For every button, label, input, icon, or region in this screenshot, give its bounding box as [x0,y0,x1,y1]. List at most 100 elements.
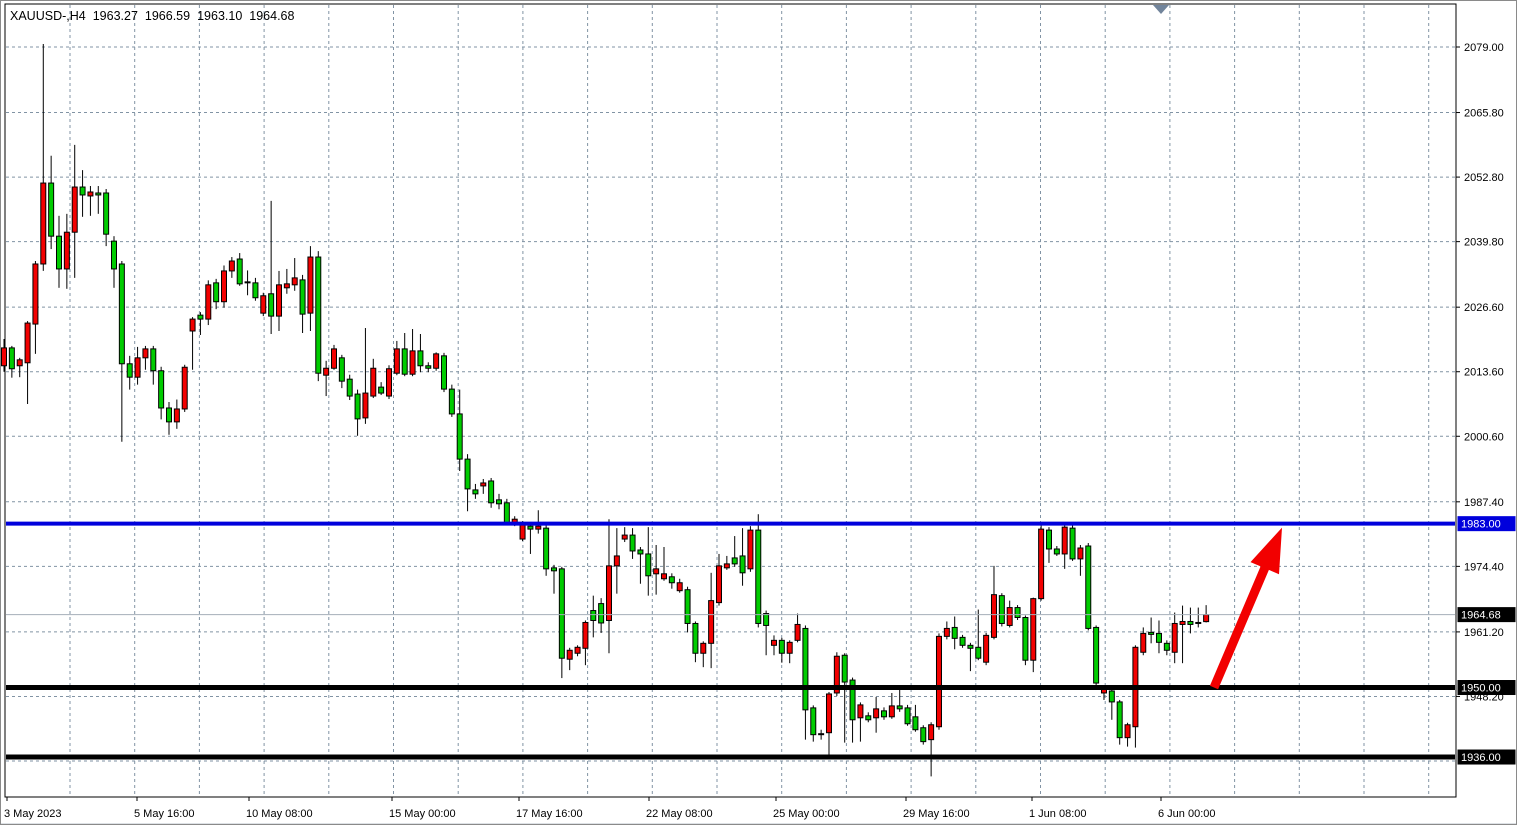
candle-body [959,636,966,646]
candle-body [1030,598,1037,661]
price-tick-label: 2026.60 [1464,302,1504,314]
candle-body [283,283,290,289]
candle-body [205,284,212,320]
candle-body [503,502,510,524]
candle-body [653,568,660,575]
candle-body [330,348,337,369]
candle-body [558,568,565,659]
candle-body [472,489,479,495]
price-tick-label: 1974.40 [1464,561,1504,573]
candle-body [825,693,832,734]
candle-body [857,704,864,719]
price-tick-label: 1961.20 [1464,627,1504,639]
price-badge-1950.00 [1457,680,1516,696]
candle-body [495,499,502,505]
candle-body [236,258,243,285]
candle-body [1093,626,1100,684]
candles [1,44,1210,777]
candle-body [1124,724,1131,739]
candle-body [951,626,958,639]
candle-body [315,256,322,374]
candle-body [307,256,314,314]
candle-body [48,182,55,237]
candle-body [928,724,935,741]
time-axis-label: 17 May 16:00 [516,808,583,820]
price-tick-label: 2079.00 [1464,42,1504,54]
candle-body [818,733,825,736]
candle-body [637,549,644,555]
candle-body [990,594,997,638]
candle-body [708,600,715,644]
candle-body [896,705,903,710]
candle-body [228,260,235,272]
window-sill [1,823,1516,824]
candle-body [1163,642,1170,651]
candle-body [126,363,133,378]
candle-body [110,240,117,270]
candle-body [79,186,86,196]
candle-body [16,359,23,367]
candle-body [181,366,188,410]
candle-body [747,529,754,570]
candle-body [40,182,47,265]
candle-body [1045,529,1052,550]
candle-body [590,610,597,621]
candle-body [1006,607,1013,626]
candle-body [763,613,770,626]
candle-body [692,622,699,654]
candle-body [55,235,62,270]
candle-body [1203,614,1210,623]
candle-body [598,603,605,624]
candle-body [786,641,793,654]
candle-body [299,279,306,315]
candle-body [574,646,581,654]
time-axis: 3 May 2023 5 May 16:00 10 May 08:00 15 May … [4,797,1216,820]
candle-body [582,621,589,649]
candle-body [456,413,463,460]
price-badge-label: 1983.00 [1461,519,1501,531]
candle-body [943,627,950,637]
time-axis-label: 3 May 2023 [4,808,61,820]
candle-body [173,408,180,423]
candle-body [378,386,385,394]
grid [6,5,1455,796]
chart-shift-marker-icon[interactable] [1153,5,1169,14]
candle-body [1148,631,1155,635]
candle-body [810,707,817,736]
price-axis: 2079.00 2065.80 2052.80 2039.80 2026.60 2013.… [1456,42,1516,765]
price-badge-label: 1936.00 [1461,752,1501,764]
symbol-period-label: XAUUSD-,H4 [10,9,86,23]
candle-body [63,231,70,270]
candle-body [841,654,848,683]
time-axis-label: 25 May 00:00 [773,808,840,820]
candle-body [1171,622,1178,653]
time-axis-label: 6 Jun 00:00 [1158,808,1216,820]
candle-body [700,642,707,654]
price-badge-label: 1950.00 [1461,683,1501,695]
candle-body [715,565,722,604]
candle-body [448,388,455,415]
candle-body [370,367,377,397]
price-tick-label: 2052.80 [1464,172,1504,184]
candle-body [527,525,534,530]
candle-body [873,708,880,719]
candle-body [967,644,974,649]
low-value: 1963.10 [197,9,243,23]
candle-body [1069,527,1076,560]
candle-body [920,727,927,743]
up-arrow-annotation[interactable] [1209,527,1282,690]
candle-body [260,295,267,314]
candle-body [213,282,220,303]
candle-body [645,553,652,577]
candle-body [150,348,157,372]
candle-body [24,322,31,364]
candle-body [629,534,636,552]
candle-body [794,623,801,641]
price-tick-label: 2039.80 [1464,237,1504,249]
candle-body [354,393,361,420]
candle-body [268,293,275,317]
candle-body [621,534,628,540]
candle-body [833,655,840,694]
